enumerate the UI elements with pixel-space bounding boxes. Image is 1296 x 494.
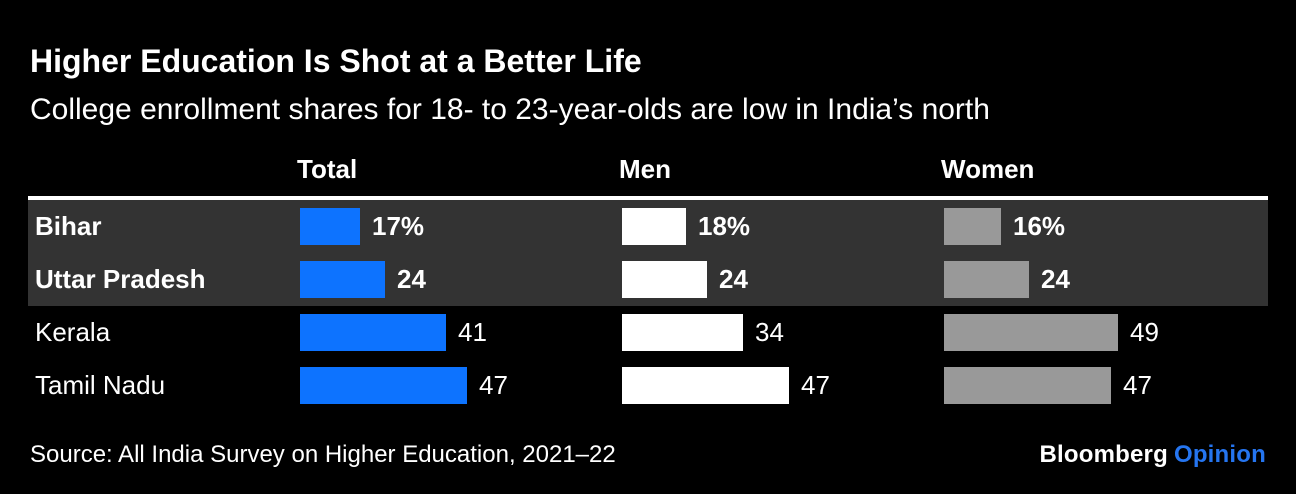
- bar-total-kerala: [300, 314, 446, 351]
- source-note: Source: All India Survey on Higher Educa…: [30, 441, 616, 468]
- cell-women: 49: [944, 306, 1268, 359]
- bar-value: 24: [1041, 264, 1070, 294]
- bar-value: 47: [801, 370, 830, 400]
- row-label: Tamil Nadu: [35, 370, 166, 400]
- bloomberg-opinion-logo: Bloomberg Opinion: [1039, 440, 1266, 470]
- divider-rule: [28, 196, 1268, 200]
- column-header-women: Women: [941, 154, 1035, 184]
- bar-total-uttar-pradesh: [300, 261, 385, 298]
- bar-value: 34: [755, 317, 784, 347]
- bar-men-uttar-pradesh: [622, 261, 707, 298]
- cell-men: 34: [622, 306, 944, 359]
- bar-value: 47: [479, 370, 508, 400]
- row-tamil-nadu: Tamil Nadu 47 47 47: [28, 359, 1268, 412]
- cell-total: 17%: [300, 200, 622, 253]
- opinion-wordmark: Opinion: [1173, 441, 1266, 468]
- bar-total-bihar: [300, 208, 360, 245]
- chart-footer: Source: All India Survey on Higher Educa…: [28, 440, 1268, 470]
- chart-rows: Bihar 17% 18% 16% Uttar Pradesh: [28, 200, 1268, 412]
- cell-women: 24: [944, 253, 1268, 306]
- bar-value: 47: [1123, 370, 1152, 400]
- cell-women: 16%: [944, 200, 1268, 253]
- bar-men-kerala: [622, 314, 743, 351]
- row-kerala: Kerala 41 34 49: [28, 306, 1268, 359]
- bar-value: 24: [719, 264, 748, 294]
- row-uttar-pradesh: Uttar Pradesh 24 24 24: [28, 253, 1268, 306]
- bar-men-bihar: [622, 208, 686, 245]
- bar-value: 17%: [372, 211, 425, 241]
- cell-women: 47: [944, 359, 1268, 412]
- bar-value: 24: [397, 264, 426, 294]
- bar-value: 41: [458, 317, 487, 347]
- bar-women-bihar: [944, 208, 1001, 245]
- cell-total: 24: [300, 253, 622, 306]
- row-bihar: Bihar 17% 18% 16%: [28, 200, 1268, 253]
- bar-men-tamil-nadu: [622, 367, 789, 404]
- chart-subtitle: College enrollment shares for 18- to 23-…: [30, 93, 990, 126]
- bar-value: 49: [1130, 317, 1159, 347]
- row-label: Kerala: [35, 317, 111, 347]
- cell-men: 47: [622, 359, 944, 412]
- bar-women-tamil-nadu: [944, 367, 1111, 404]
- row-label: Bihar: [35, 211, 102, 241]
- bar-total-tamil-nadu: [300, 367, 467, 404]
- cell-total: 47: [300, 359, 622, 412]
- bar-value: 16%: [1013, 211, 1066, 241]
- bar-value: 18%: [698, 211, 751, 241]
- cell-men: 24: [622, 253, 944, 306]
- bar-women-uttar-pradesh: [944, 261, 1029, 298]
- bar-women-kerala: [944, 314, 1118, 351]
- chart-title: Higher Education Is Shot at a Better Lif…: [30, 43, 642, 79]
- cell-total: 41: [300, 306, 622, 359]
- cell-men: 18%: [622, 200, 944, 253]
- column-header-total: Total: [297, 154, 358, 184]
- row-label: Uttar Pradesh: [35, 264, 206, 294]
- column-headers: Total Men Women: [28, 154, 1268, 184]
- bloomberg-wordmark: Bloomberg: [1039, 441, 1168, 468]
- column-header-men: Men: [619, 154, 671, 184]
